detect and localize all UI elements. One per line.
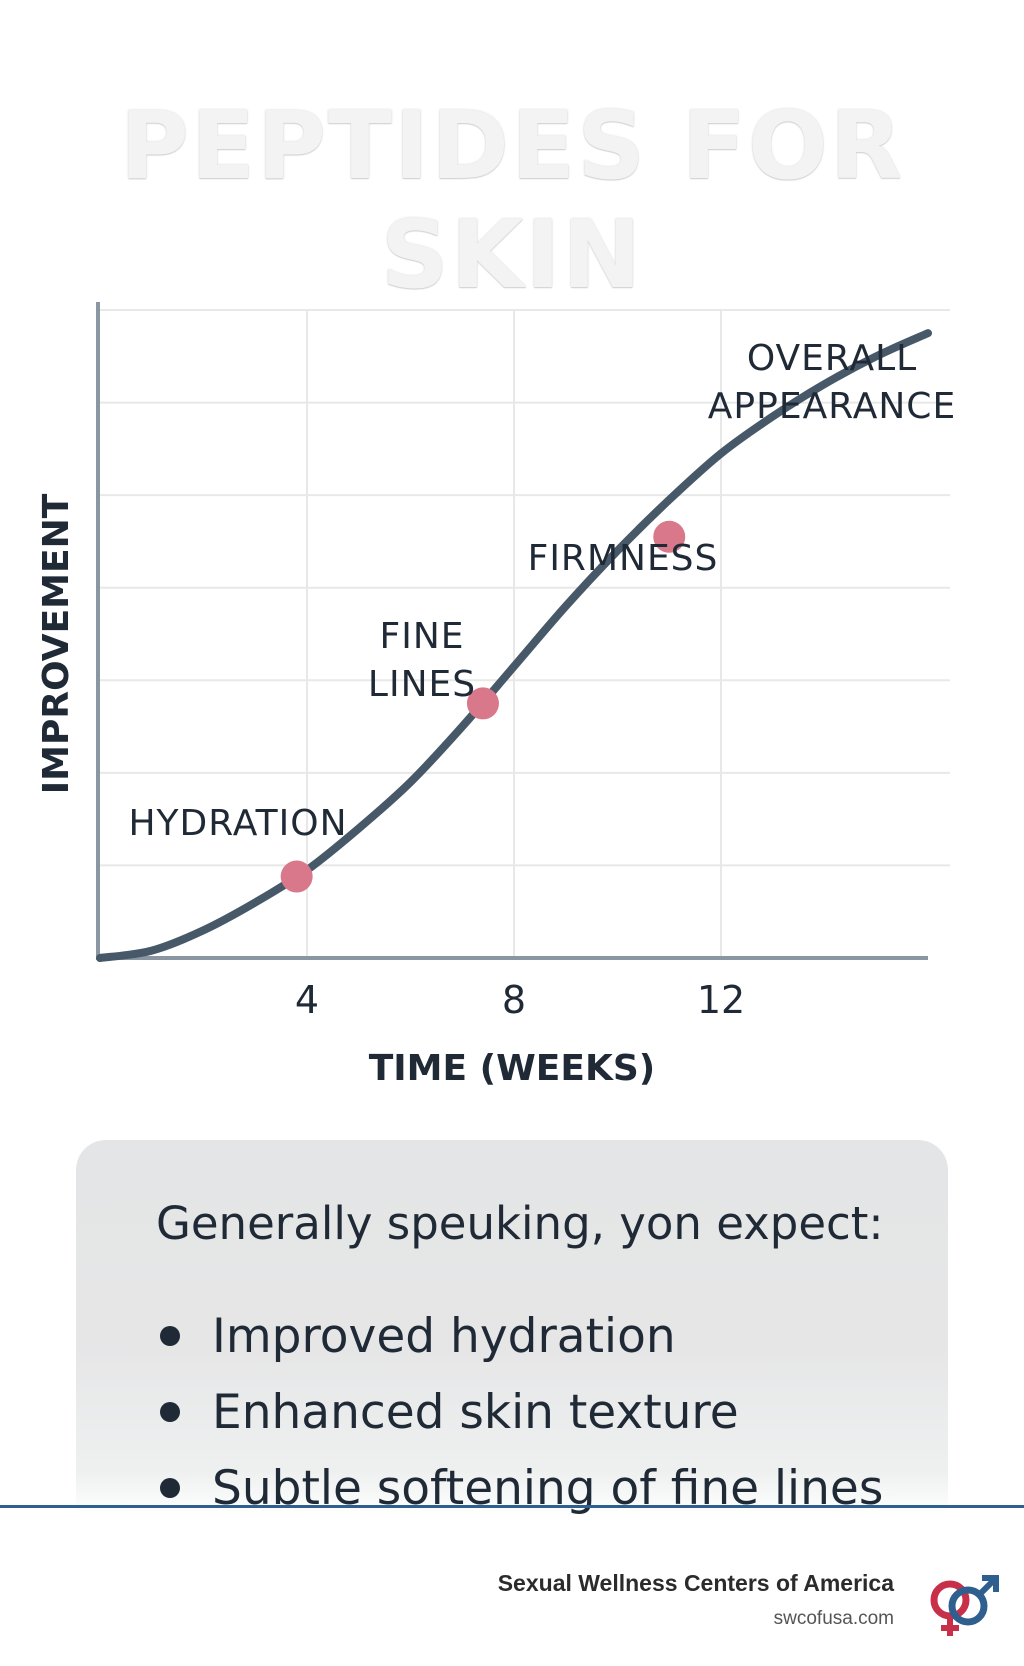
gender-symbols-logo-icon (930, 1575, 999, 1636)
annotation-label: FIRMNESS (528, 538, 719, 579)
improvement-chart: 4 8 12 TIME (WEEKS) IMPROVEMENT HYDRATION FINE… (36, 302, 956, 1089)
organization-url[interactable]: swcofusa.com (773, 1608, 894, 1629)
bullet-icon (160, 1402, 180, 1422)
annotation-label: APPEARANCE (708, 386, 956, 427)
x-axis-title: TIME (WEEKS) (369, 1048, 656, 1089)
annotation-label: FINE (380, 616, 465, 657)
page-title: PEPTIDES FOR SKIN (119, 92, 905, 310)
annotation-label: HYDRATION (128, 803, 347, 844)
footer-divider (0, 1505, 1024, 1508)
list-item: Subtle softening of fine lines (160, 1450, 883, 1526)
x-tick-label: 12 (697, 978, 745, 1022)
data-point-marker (653, 520, 686, 553)
bullet-icon (160, 1478, 180, 1498)
x-tick-label: 8 (502, 978, 526, 1022)
benefits-list: Improved hydration Enhanced skin texture… (160, 1298, 883, 1526)
x-tick-label: 4 (295, 978, 319, 1022)
annotation-label: OVERALL (747, 338, 917, 379)
annotation-label: LINES (368, 664, 476, 705)
data-point-marker (280, 860, 313, 893)
benefit-text: Enhanced skin texture (212, 1384, 739, 1440)
benefit-text: Improved hydration (212, 1308, 676, 1364)
expectations-panel (76, 1140, 948, 1516)
list-item: Enhanced skin texture (160, 1374, 883, 1450)
y-axis-title: IMPROVEMENT (36, 493, 77, 794)
list-item: Improved hydration (160, 1298, 883, 1374)
bullet-icon (160, 1326, 180, 1346)
organization-name: Sexual Wellness Centers of America (497, 1570, 894, 1596)
series-line (96, 329, 932, 962)
expectations-heading: Generally speuking, yon expect: (156, 1197, 884, 1250)
data-point-marker (466, 687, 499, 720)
